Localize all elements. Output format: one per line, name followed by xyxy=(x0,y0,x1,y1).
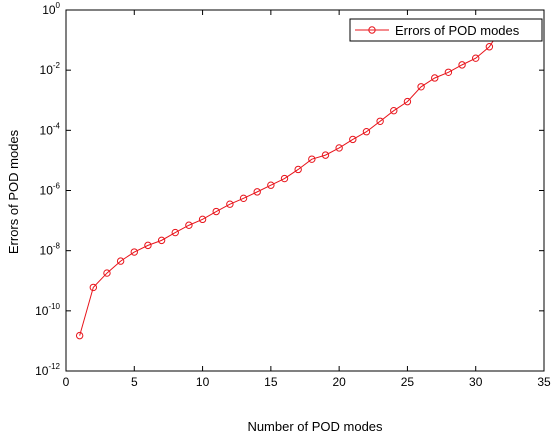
data-point xyxy=(226,200,234,208)
data-point xyxy=(198,215,207,224)
data-point xyxy=(417,83,425,91)
data-point xyxy=(267,181,275,189)
series-layer xyxy=(75,22,507,340)
legend: Errors of POD modes xyxy=(349,18,543,42)
data-point xyxy=(431,74,439,82)
x-tick-label: 10 xyxy=(196,375,210,389)
data-point xyxy=(185,221,193,229)
data-point xyxy=(89,283,98,292)
plot-area xyxy=(65,9,545,372)
data-point xyxy=(130,248,138,256)
series-line xyxy=(79,25,504,336)
data-point xyxy=(390,106,398,115)
legend-label: Errors of POD modes xyxy=(395,23,520,38)
y-tick-label: 10-6 xyxy=(40,182,61,198)
y-axis-title: Errors of POD modes xyxy=(6,129,21,254)
y-tick-label: 10-10 xyxy=(35,302,60,318)
data-point xyxy=(294,165,302,174)
data-point xyxy=(253,188,261,196)
data-point xyxy=(458,61,466,69)
data-point xyxy=(116,257,125,265)
axis-ticks xyxy=(65,9,545,372)
data-point xyxy=(308,155,316,163)
data-point xyxy=(103,269,111,277)
data-point xyxy=(472,54,480,62)
data-point xyxy=(376,117,384,125)
data-point xyxy=(280,174,289,183)
y-tick-label: 10-4 xyxy=(40,121,61,137)
y-tick-label: 100 xyxy=(42,1,60,17)
data-point xyxy=(444,68,453,76)
data-point xyxy=(157,236,166,245)
y-tick-label: 10-8 xyxy=(40,242,61,258)
data-point xyxy=(349,135,357,144)
data-point xyxy=(212,207,220,216)
x-tick-label: 30 xyxy=(469,375,483,389)
data-point xyxy=(362,128,371,136)
x-axis-title: Number of POD modes xyxy=(247,419,383,434)
x-tick-label: 35 xyxy=(537,375,551,389)
legend-box xyxy=(349,18,543,42)
x-tick-label: 5 xyxy=(131,375,138,389)
x-tick-label: 15 xyxy=(264,375,278,389)
data-point xyxy=(403,97,412,106)
x-tick-label: 20 xyxy=(332,375,346,389)
x-tick-label: 0 xyxy=(63,375,70,389)
data-point xyxy=(75,331,84,340)
x-tick-label: 25 xyxy=(401,375,415,389)
data-point xyxy=(335,144,343,152)
data-point xyxy=(321,151,330,159)
data-point xyxy=(144,241,152,250)
data-point xyxy=(485,43,494,51)
data-point xyxy=(239,194,248,203)
y-tick-label: 10-12 xyxy=(35,362,60,378)
legend-marker xyxy=(368,26,376,34)
y-tick-label: 10-2 xyxy=(40,61,61,77)
tick-labels: 0 5 10 15 20 25 30 35 100 10-2 10-4 10-6 10-8 10-10 10… xyxy=(35,1,551,389)
data-point xyxy=(171,228,179,237)
